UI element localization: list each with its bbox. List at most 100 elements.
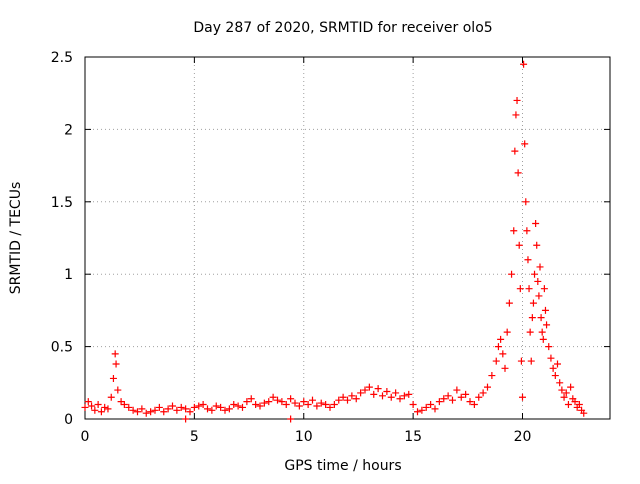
- data-point: [512, 111, 520, 119]
- data-point: [545, 343, 553, 351]
- data-point: [125, 403, 133, 411]
- data-point: [387, 393, 395, 401]
- data-point: [540, 285, 548, 293]
- data-point: [414, 408, 421, 416]
- data-point: [190, 403, 198, 411]
- data-point: [155, 403, 163, 411]
- data-point: [91, 406, 99, 414]
- data-point: [335, 396, 343, 404]
- data-point: [365, 383, 373, 391]
- data-point: [538, 328, 546, 336]
- data-point: [549, 364, 557, 372]
- data-point: [120, 401, 128, 409]
- data-point: [567, 383, 575, 391]
- data-point: [488, 372, 496, 380]
- data-point: [514, 169, 522, 177]
- data-point: [326, 403, 334, 411]
- data-point: [543, 321, 551, 329]
- chart-title: Day 287 of 2020, SRMTID for receiver olo…: [193, 20, 492, 36]
- data-point: [361, 386, 369, 394]
- data-point: [457, 393, 465, 401]
- data-point: [129, 406, 137, 414]
- data-point: [274, 396, 281, 404]
- data-point: [300, 398, 308, 406]
- data-point: [138, 405, 146, 413]
- data-point: [400, 392, 408, 400]
- data-point: [107, 393, 115, 401]
- data-point: [575, 401, 583, 409]
- data-point: [501, 364, 509, 372]
- data-point: [278, 398, 286, 406]
- y-tick-label: 2: [64, 122, 73, 138]
- data-point: [527, 357, 535, 365]
- y-tick-label: 0: [64, 412, 73, 428]
- data-point: [479, 389, 487, 397]
- data-point: [339, 393, 347, 401]
- data-point: [357, 389, 365, 397]
- x-tick-label: 15: [404, 429, 422, 445]
- data-point: [444, 392, 452, 400]
- data-point: [547, 354, 555, 362]
- x-tick-label: 0: [81, 429, 90, 445]
- data-point: [225, 405, 233, 413]
- data-point: [517, 357, 525, 365]
- data-point: [97, 408, 105, 416]
- data-point: [541, 306, 549, 314]
- y-axis-label: SRMTID / TECUs: [8, 182, 24, 295]
- data-point: [295, 402, 303, 410]
- data-point: [513, 96, 521, 104]
- data-point: [409, 401, 417, 409]
- data-point: [352, 395, 360, 403]
- data-point: [536, 263, 544, 271]
- data-point: [554, 360, 561, 368]
- data-point: [151, 406, 159, 414]
- data-point: [317, 399, 325, 407]
- y-tick-label: 1: [64, 267, 73, 283]
- data-point: [392, 389, 400, 397]
- data-point: [520, 60, 528, 68]
- data-point: [230, 401, 238, 409]
- data-point: [564, 401, 572, 409]
- data-point: [173, 406, 181, 414]
- data-point: [330, 401, 338, 409]
- data-point: [431, 405, 439, 413]
- data-points: [81, 60, 588, 423]
- data-point: [81, 403, 89, 411]
- data-point: [523, 227, 531, 235]
- data-point: [475, 393, 483, 401]
- data-point: [84, 398, 92, 406]
- data-point: [195, 402, 203, 410]
- data-point: [537, 314, 545, 322]
- data-point: [528, 314, 536, 322]
- data-point: [101, 403, 109, 411]
- data-point: [484, 383, 491, 391]
- data-point: [88, 402, 96, 410]
- data-point: [160, 408, 168, 416]
- data-point: [499, 350, 507, 358]
- y-tick-label: 0.5: [51, 340, 73, 356]
- data-point: [182, 415, 190, 423]
- data-point: [526, 328, 534, 336]
- data-point: [556, 379, 564, 387]
- data-point: [508, 270, 516, 278]
- data-point: [534, 277, 542, 285]
- data-point: [396, 395, 404, 403]
- data-point: [208, 406, 216, 414]
- data-point: [243, 398, 251, 406]
- data-point: [492, 357, 500, 365]
- data-point: [511, 147, 519, 155]
- data-point: [494, 343, 502, 351]
- data-point: [558, 386, 566, 394]
- data-point: [524, 256, 532, 264]
- data-point: [177, 403, 185, 411]
- series-srmtid: [81, 60, 588, 423]
- data-point: [291, 399, 299, 407]
- data-point: [114, 386, 122, 394]
- data-point: [497, 335, 505, 343]
- data-point: [186, 408, 194, 416]
- data-point: [510, 227, 518, 235]
- data-point: [304, 401, 312, 409]
- data-point: [247, 395, 255, 403]
- data-point: [571, 398, 579, 406]
